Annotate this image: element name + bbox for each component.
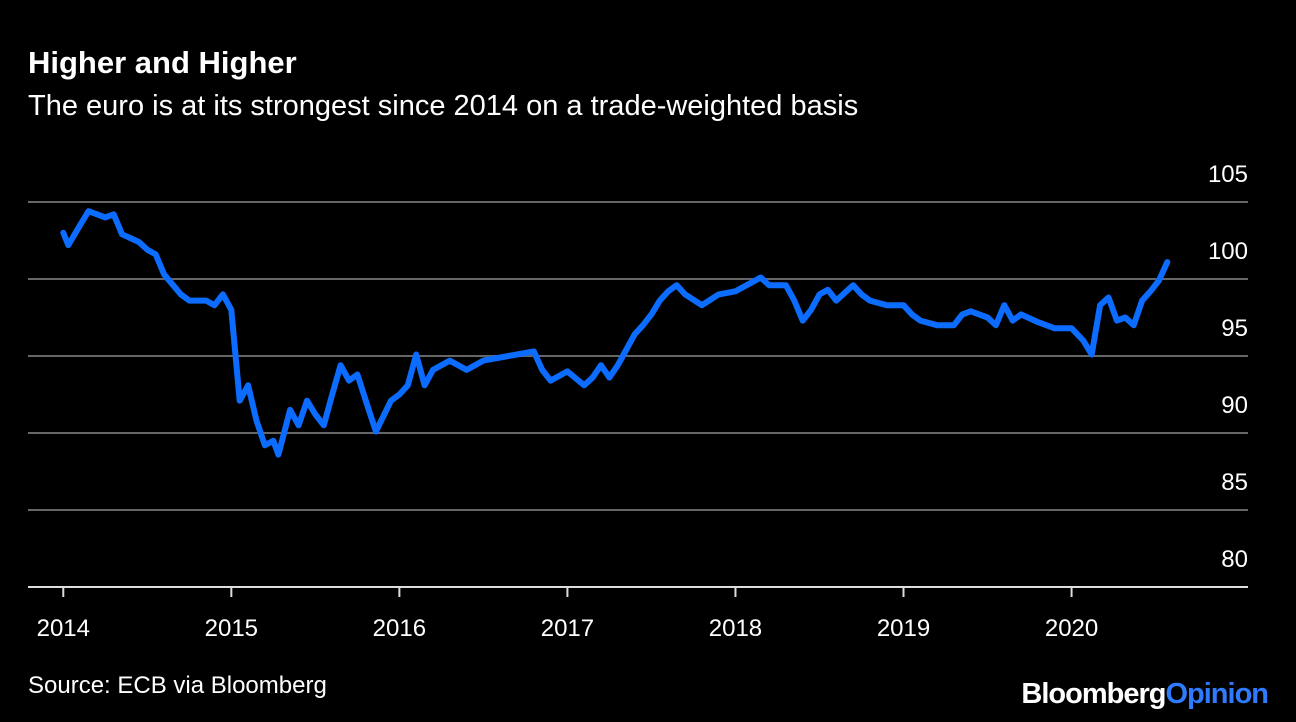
x-tick-label: 2017 [541, 615, 594, 642]
x-tick-label: 2018 [709, 615, 762, 642]
brand: BloombergOpinion [1021, 678, 1268, 710]
y-tick-label: 90 [1221, 392, 1248, 419]
y-tick-label: 100 [1208, 238, 1248, 265]
x-tick-label: 2019 [877, 615, 930, 642]
data-line [60, 208, 1171, 458]
x-tick-label: 2020 [1045, 615, 1098, 642]
x-tick-label: 2014 [37, 615, 90, 642]
brand-main: Bloomberg [1021, 678, 1165, 710]
source: Source: ECB via Bloomberg [28, 672, 327, 699]
y-tick-label: 105 [1208, 161, 1248, 188]
y-tick-label: 85 [1221, 469, 1248, 496]
chart-subtitle: The euro is at its strongest since 2014 … [28, 90, 858, 122]
x-tick-label: 2015 [205, 615, 258, 642]
chart-title: Higher and Higher [28, 45, 297, 80]
brand-accent: Opinion [1165, 678, 1268, 710]
x-tick-label: 2016 [373, 615, 426, 642]
y-tick-label: 80 [1221, 546, 1248, 573]
y-tick-label: 95 [1221, 315, 1248, 342]
